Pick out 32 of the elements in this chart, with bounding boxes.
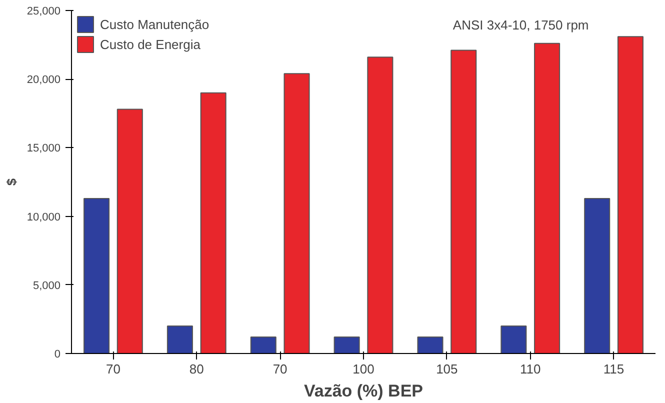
bar [584, 198, 610, 354]
bar [84, 198, 110, 354]
x-tick-label: 70 [272, 362, 288, 376]
bar [116, 108, 143, 354]
bar [500, 326, 527, 354]
y-tick-label: 5,000 [32, 280, 61, 292]
x-tick-label: 100 [352, 362, 374, 376]
annotation: ANSI 3x4-10, 1750 rpm [452, 18, 589, 32]
x-tick-label: 110 [520, 362, 541, 376]
x-tick-label: 70 [106, 362, 120, 376]
y-tick-label: 0 [54, 348, 61, 360]
bar [617, 36, 644, 354]
bar [450, 50, 477, 354]
y-tick-label: 15,000 [26, 142, 61, 155]
x-tick-label: 80 [189, 362, 204, 376]
y-tick-label: 10,000 [26, 211, 61, 224]
bar [367, 56, 394, 354]
legend-label: Custo de Energia [100, 36, 200, 52]
x-axis-title: Vazão (%) BEP [304, 382, 424, 400]
y-axis-title: $ [4, 178, 19, 186]
y-tick-label: 25,000 [26, 6, 61, 18]
bar [417, 336, 444, 354]
bar [284, 73, 310, 354]
x-tick-label: 105 [436, 362, 458, 376]
bar [534, 42, 560, 354]
bar [200, 92, 226, 354]
legend-label: Custo Manutenção [100, 16, 210, 32]
bar [334, 336, 360, 354]
x-tick-label: 115 [603, 362, 624, 376]
y-tick-label: 20,000 [26, 74, 61, 86]
bar [250, 336, 276, 354]
bar [166, 326, 193, 354]
